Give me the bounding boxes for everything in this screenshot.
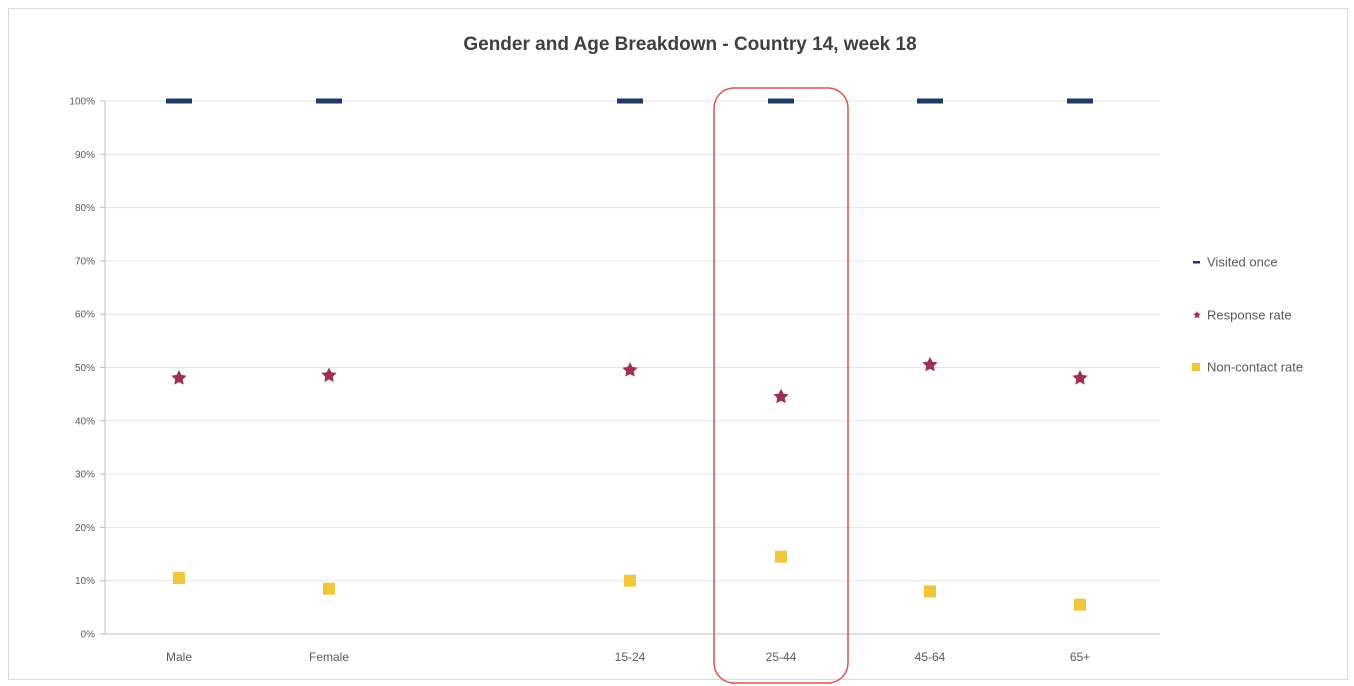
chart-frame bbox=[8, 8, 1348, 680]
y-tick-label: 20% bbox=[75, 523, 95, 534]
point-star bbox=[321, 367, 337, 382]
point-dash bbox=[166, 98, 192, 104]
point-star bbox=[622, 362, 638, 377]
point-square bbox=[1074, 598, 1086, 611]
y-tick-label: 10% bbox=[75, 576, 95, 587]
point-dash bbox=[917, 98, 943, 104]
x-tick-label: 15-24 bbox=[615, 650, 646, 664]
chart-title: Gender and Age Breakdown - Country 14, w… bbox=[463, 34, 916, 55]
point-square bbox=[323, 582, 335, 595]
highlight-box bbox=[713, 87, 849, 684]
point-square bbox=[924, 585, 936, 598]
data-marks bbox=[166, 98, 1093, 611]
highlight-box-layer bbox=[713, 87, 849, 684]
point-star bbox=[1072, 370, 1088, 385]
legend-label: Visited once bbox=[1207, 255, 1278, 270]
axes: 0% 10% 20% 30% 40% 50% 60% 70% 80% 90% 100% Male Fem… bbox=[69, 97, 1160, 664]
x-tick-label: Female bbox=[309, 650, 349, 664]
legend-marker-square bbox=[1192, 363, 1200, 371]
point-dash bbox=[768, 98, 794, 104]
x-tick-label: 25-44 bbox=[766, 650, 797, 664]
point-star bbox=[171, 370, 187, 385]
point-dash bbox=[316, 98, 342, 104]
x-tick-label: Male bbox=[166, 650, 192, 664]
y-tick-label: 0% bbox=[81, 630, 96, 641]
x-tick-label: 45-64 bbox=[915, 650, 946, 664]
legend-label: Non-contact rate bbox=[1207, 360, 1303, 375]
y-tick-label: 80% bbox=[75, 203, 95, 214]
legend-marker-dash bbox=[1193, 261, 1200, 264]
y-tick-label: 90% bbox=[75, 150, 95, 161]
point-dash bbox=[1067, 98, 1093, 104]
y-tick-label: 70% bbox=[75, 256, 95, 267]
y-tick-label: 60% bbox=[75, 310, 95, 321]
legend-label: Response rate bbox=[1207, 308, 1292, 323]
legend-marker-star bbox=[1193, 311, 1201, 319]
y-tick-label: 100% bbox=[69, 97, 95, 108]
x-tick-label: 65+ bbox=[1070, 650, 1090, 664]
y-tick-label: 50% bbox=[75, 363, 95, 374]
gridlines bbox=[105, 100, 1160, 582]
y-tick-label: 30% bbox=[75, 470, 95, 481]
point-square bbox=[624, 574, 636, 587]
y-tick-label: 40% bbox=[75, 416, 95, 427]
legend: Visited once Response rate Non-contact rat… bbox=[1192, 255, 1303, 375]
point-star bbox=[773, 388, 789, 404]
point-square bbox=[775, 550, 787, 563]
point-dash bbox=[617, 98, 643, 104]
point-square bbox=[173, 572, 185, 585]
point-star bbox=[922, 356, 938, 372]
